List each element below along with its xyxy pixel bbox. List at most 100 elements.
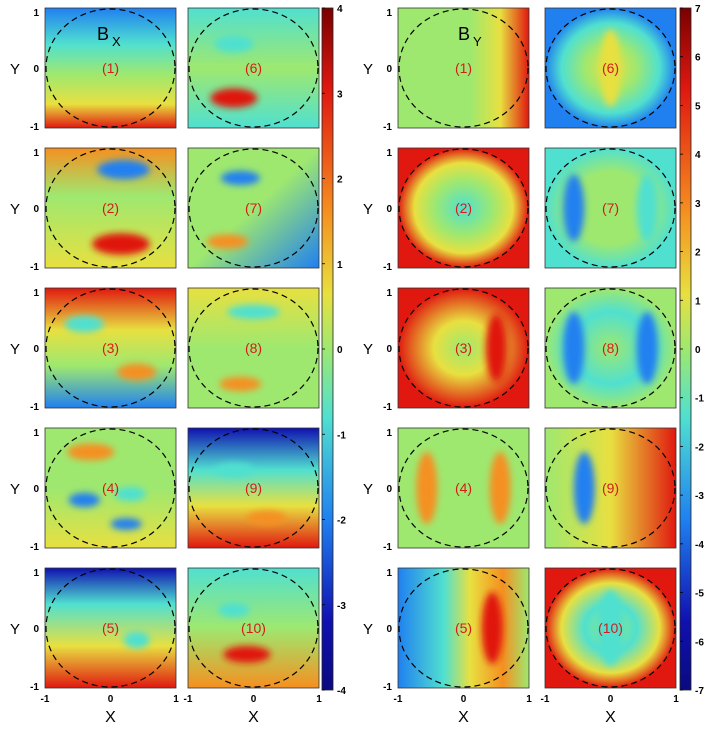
x-tick-label: -1 xyxy=(394,694,403,705)
panel-by-5: (5) 1 0 -1 Y -1 0 1 X xyxy=(363,567,532,726)
field-feature xyxy=(636,312,658,384)
x-tick-label: 1 xyxy=(316,694,322,705)
y-tick-label: -1 xyxy=(383,402,392,413)
panel-frame xyxy=(44,7,177,129)
colorbar-tick-label: 3 xyxy=(337,89,343,100)
unit-circle xyxy=(545,288,676,408)
y-tick-label: 1 xyxy=(33,428,39,439)
panel-label: (4) xyxy=(102,480,119,496)
colorbar-tick-label: 1 xyxy=(337,260,343,271)
x-tick-label: 0 xyxy=(608,694,614,705)
y-tick-label: 0 xyxy=(33,624,39,635)
heatmap-field xyxy=(45,568,176,688)
panel-label: (9) xyxy=(245,480,262,496)
unit-circle xyxy=(398,428,529,548)
y-axis-label: Y xyxy=(363,61,373,78)
y-tick-label: 0 xyxy=(386,204,392,215)
panel-bx-1: (1) 1 0 -1 Y xyxy=(10,7,177,133)
y-tick-label: 0 xyxy=(33,204,39,215)
heatmap-field xyxy=(188,568,319,688)
panel-by-8: (8) xyxy=(544,287,677,409)
panel-frame xyxy=(397,147,530,269)
panel-frame xyxy=(544,287,677,409)
panel-label: (1) xyxy=(455,60,472,76)
field-feature xyxy=(206,234,249,249)
panel-by-10: (10) -1 0 1 X xyxy=(541,567,679,726)
panel-by-3: (3) 1 0 -1 Y xyxy=(363,287,530,413)
colorbar-tick-label: 2 xyxy=(337,175,343,186)
panel-bx-4: (4) 1 0 -1 Y xyxy=(10,427,177,553)
y-tick-label: 0 xyxy=(386,344,392,355)
colorbar-tick-label: 4 xyxy=(337,4,343,15)
y-tick-label: -1 xyxy=(30,402,39,413)
panel-label: (6) xyxy=(602,60,619,76)
panel-by-1: (1) 1 0 -1 Y xyxy=(363,7,530,133)
panel-frame xyxy=(187,427,320,549)
colorbar-tick-label: -4 xyxy=(337,686,346,697)
colorbar-tick-label: -7 xyxy=(695,686,704,697)
field-feature xyxy=(563,174,585,242)
field-feature xyxy=(218,602,250,618)
field-feature xyxy=(481,592,503,664)
colorbar-tick-label: -2 xyxy=(337,516,346,527)
chart-title: B xyxy=(97,24,109,44)
y-tick-label: 1 xyxy=(386,148,392,159)
y-tick-label: 1 xyxy=(386,288,392,299)
panel-by-9: (9) xyxy=(544,427,677,549)
colorbar: 4 3 2 1 0 -1 -2 -3 -4 xyxy=(321,4,346,697)
colorbar-tick-label: -1 xyxy=(695,394,704,405)
colorbar-tick-label: -6 xyxy=(695,637,704,648)
panel-frame xyxy=(397,7,530,129)
x-tick-label: 0 xyxy=(251,694,257,705)
heatmap-field xyxy=(398,148,529,268)
panel-label: (4) xyxy=(455,480,472,496)
panel-bx-2: (2) 1 0 -1 Y xyxy=(10,147,177,273)
panel-frame xyxy=(187,7,320,129)
y-axis-label: Y xyxy=(10,201,20,218)
panel-by-6: (6) xyxy=(544,7,677,129)
panel-label: (8) xyxy=(245,340,262,356)
unit-circle xyxy=(45,428,176,548)
field-feature xyxy=(123,631,150,649)
field-feature xyxy=(214,35,254,53)
field-feature xyxy=(110,518,142,530)
unit-circle xyxy=(398,288,529,408)
y-tick-label: -1 xyxy=(30,682,39,693)
heatmap-field xyxy=(45,288,176,408)
unit-circle xyxy=(188,8,319,128)
heatmap-field xyxy=(188,8,319,128)
y-tick-label: 0 xyxy=(33,64,39,75)
y-tick-label: 1 xyxy=(386,568,392,579)
y-axis-label: Y xyxy=(363,341,373,358)
unit-circle xyxy=(45,148,176,268)
unit-circle xyxy=(398,8,529,128)
colorbar-tick-label: -2 xyxy=(695,442,704,453)
panel-label: (3) xyxy=(455,340,472,356)
field-feature xyxy=(117,363,157,381)
panel-frame xyxy=(187,147,320,269)
panel-frame xyxy=(397,427,530,549)
field-feature xyxy=(210,88,258,108)
unit-circle xyxy=(188,148,319,268)
y-axis-label: Y xyxy=(10,481,20,498)
field-feature xyxy=(573,452,595,524)
x-axis-label: X xyxy=(458,709,469,726)
colorbar-tick-label: 7 xyxy=(695,4,701,15)
panel-label: (10) xyxy=(598,620,623,636)
y-tick-label: 0 xyxy=(33,344,39,355)
y-tick-label: -1 xyxy=(30,542,39,553)
y-axis-label: Y xyxy=(363,621,373,638)
panel-label: (7) xyxy=(602,200,619,216)
field-feature xyxy=(114,486,146,502)
chart-title-subscript: Y xyxy=(473,34,482,49)
panel-frame xyxy=(44,427,177,549)
y-tick-label: 1 xyxy=(386,428,392,439)
unit-circle xyxy=(398,148,529,268)
colorbar-tick-label: 2 xyxy=(695,248,701,259)
heatmap-field xyxy=(188,148,319,268)
panel-frame xyxy=(397,567,530,689)
panel-frame xyxy=(187,567,320,689)
y-axis-label: Y xyxy=(363,201,373,218)
y-tick-label: 0 xyxy=(33,484,39,495)
y-tick-label: -1 xyxy=(30,262,39,273)
